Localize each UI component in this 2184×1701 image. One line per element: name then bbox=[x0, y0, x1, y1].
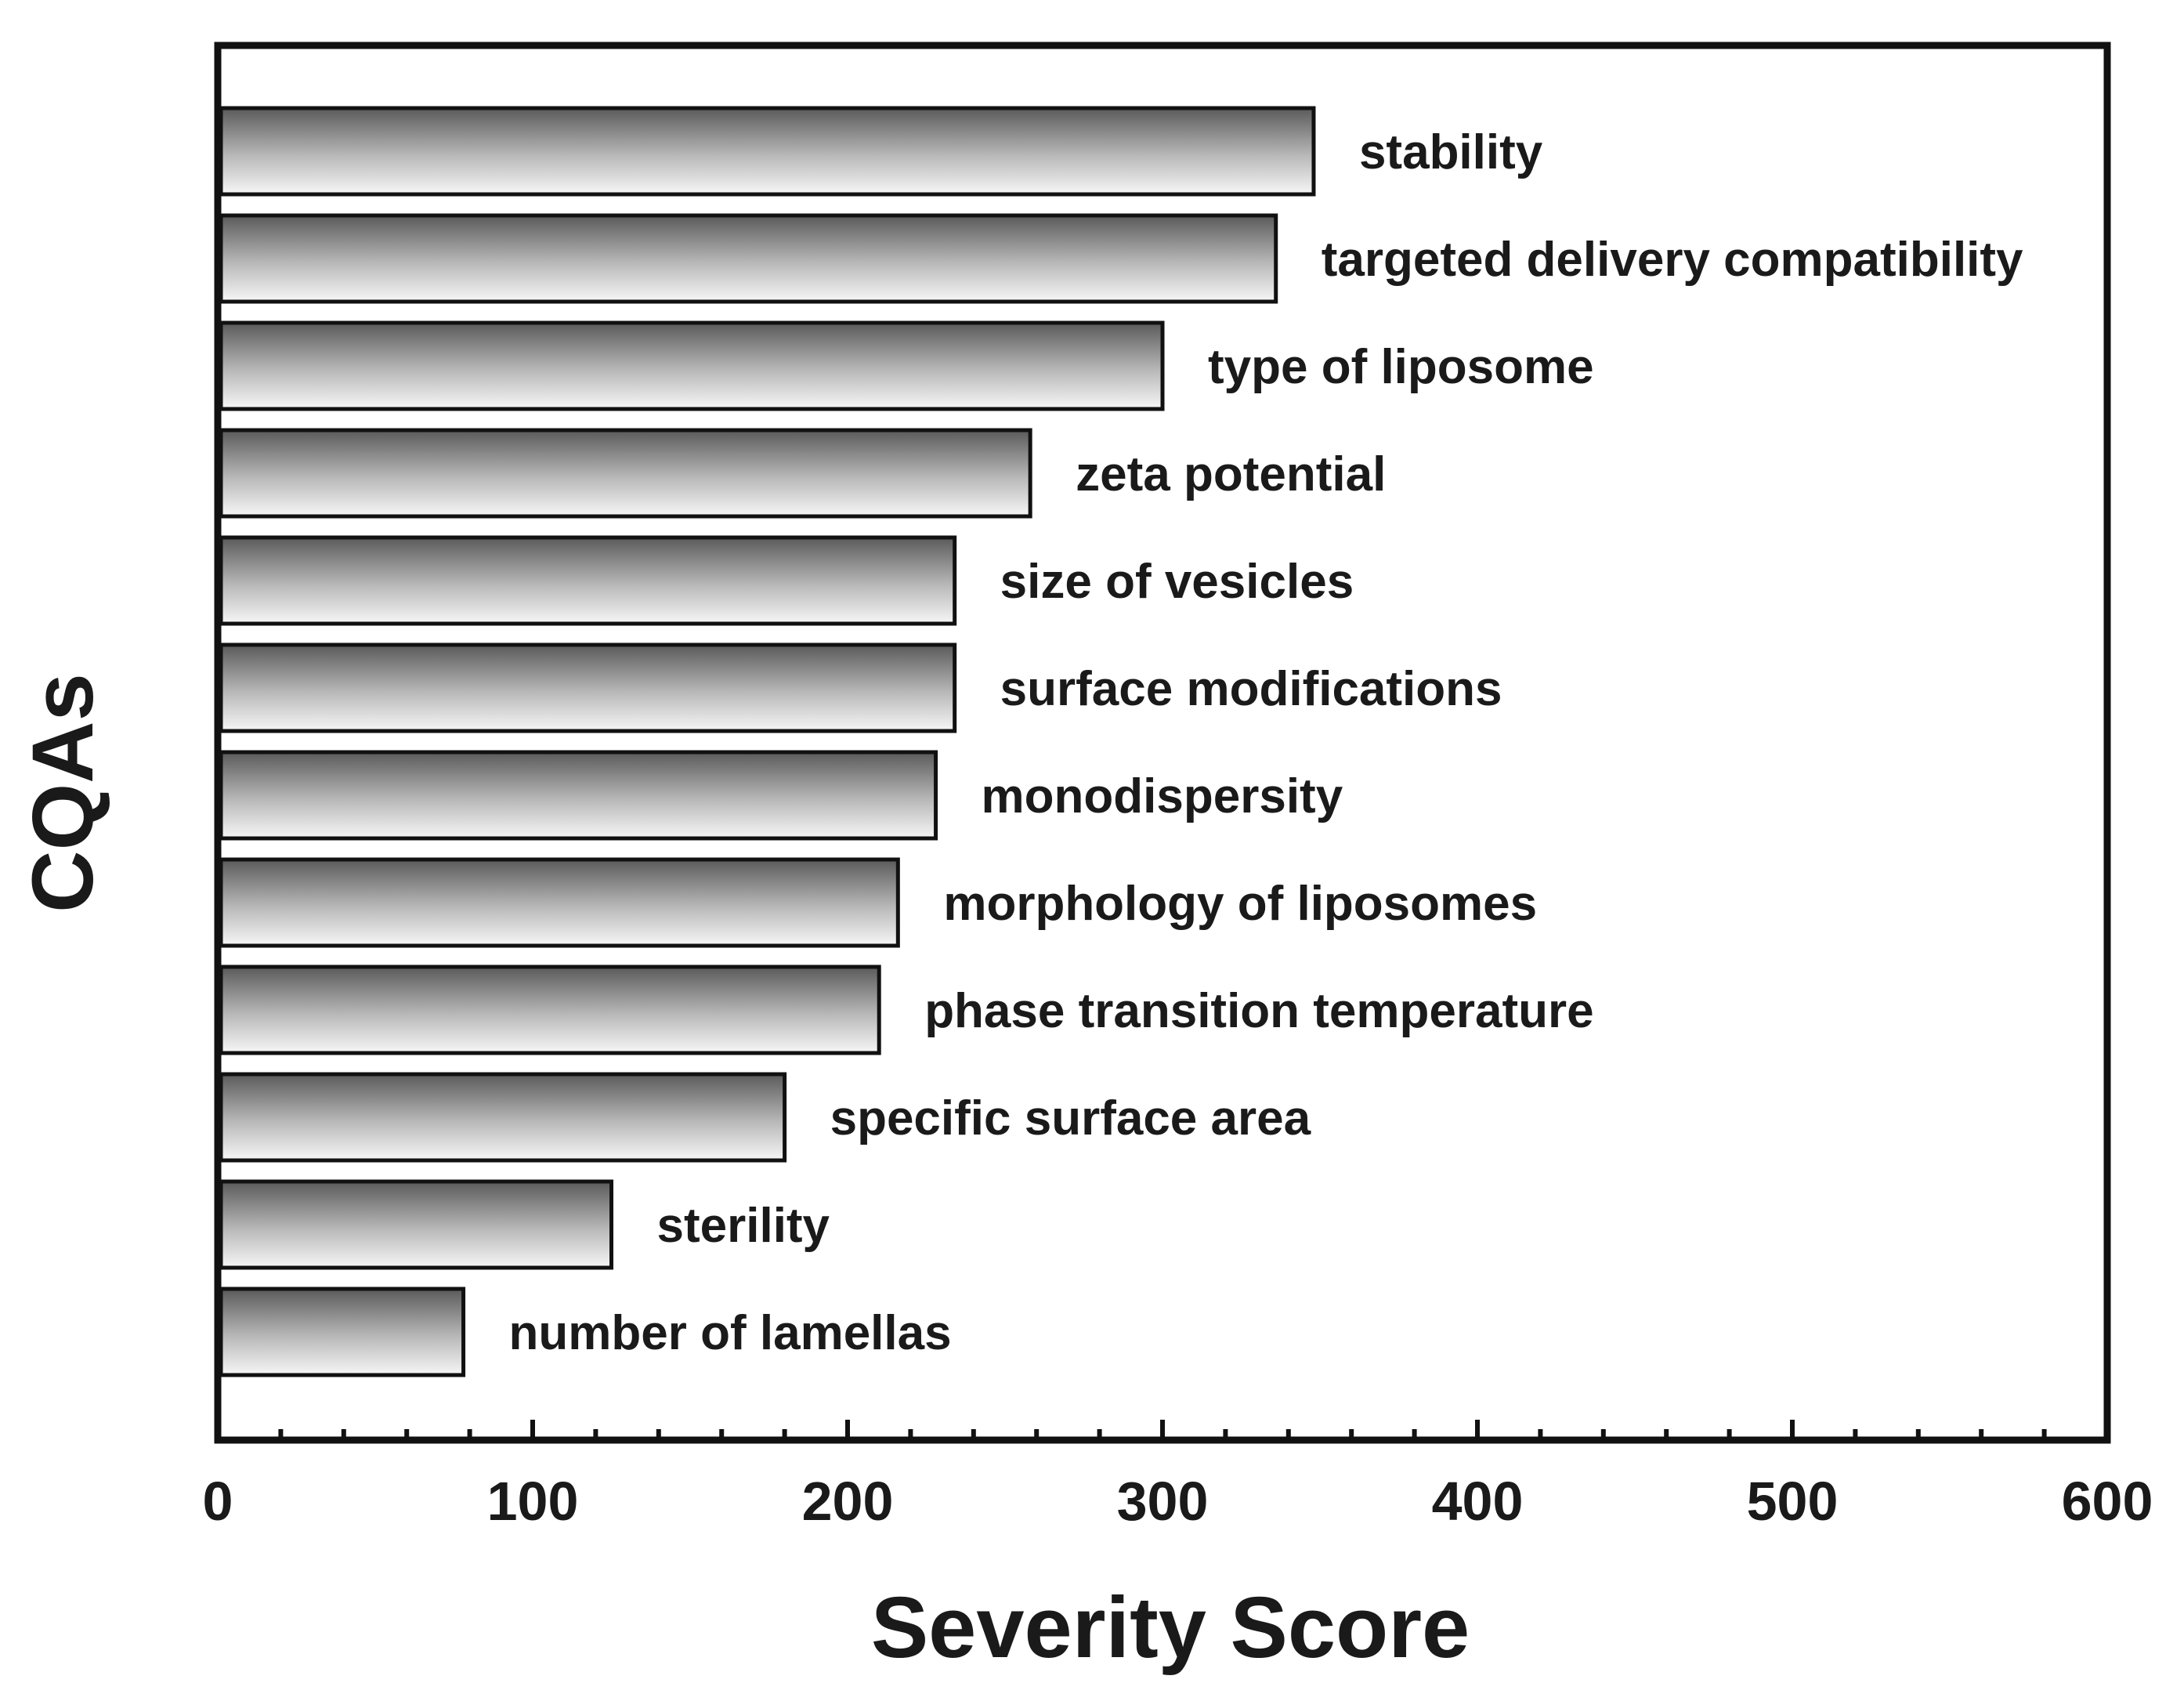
bar-label: type of liposome bbox=[1208, 340, 1594, 394]
bar-label: targeted delivery compatibility bbox=[1322, 233, 2023, 287]
bar-targeted-delivery-compatibility bbox=[219, 213, 1278, 304]
bar-morphology-of-liposomes bbox=[219, 857, 900, 948]
x-tick-label: 500 bbox=[1747, 1471, 1839, 1532]
bar-label: stability bbox=[1359, 125, 1543, 179]
bar-number-of-lamellas bbox=[219, 1287, 466, 1377]
bar-label: number of lamellas bbox=[509, 1306, 952, 1360]
x-axis-ticks: 0 100 200 300 400 500 600 bbox=[203, 1420, 2153, 1532]
x-tick-label: 200 bbox=[802, 1471, 894, 1532]
bar-phase-transition-temperature bbox=[219, 965, 881, 1055]
bar-label: surface modifications bbox=[1000, 662, 1502, 716]
bar-monodispersity bbox=[219, 750, 938, 841]
bar-label: morphology of liposomes bbox=[943, 877, 1537, 931]
bar-stability bbox=[219, 106, 1316, 197]
bar-label: sterility bbox=[657, 1199, 830, 1253]
x-tick-label: 0 bbox=[203, 1471, 233, 1532]
x-tick-label: 300 bbox=[1117, 1471, 1209, 1532]
bar-size-of-vesicles bbox=[219, 535, 957, 626]
x-tick-label: 600 bbox=[2062, 1471, 2153, 1532]
bar-label: size of vesicles bbox=[1000, 555, 1354, 609]
bar-specific-surface-area bbox=[219, 1072, 787, 1163]
bar-label: zeta potential bbox=[1076, 447, 1386, 501]
bar-label: specific surface area bbox=[830, 1091, 1311, 1145]
bar-surface-modifications bbox=[219, 642, 957, 733]
bars-layer: stability targeted delivery compatibility… bbox=[219, 106, 2023, 1377]
x-tick-label: 400 bbox=[1432, 1471, 1524, 1532]
x-tick-label: 100 bbox=[487, 1471, 579, 1532]
bar-label: phase transition temperature bbox=[924, 984, 1593, 1038]
bar-label: monodispersity bbox=[982, 769, 1343, 823]
bar-sterility bbox=[219, 1179, 613, 1270]
y-axis-title: CQAs bbox=[15, 673, 111, 913]
x-axis-title: Severity Score bbox=[871, 1580, 1470, 1676]
bar-type-of-liposome bbox=[219, 320, 1165, 411]
bar-zeta-potential bbox=[219, 428, 1032, 519]
